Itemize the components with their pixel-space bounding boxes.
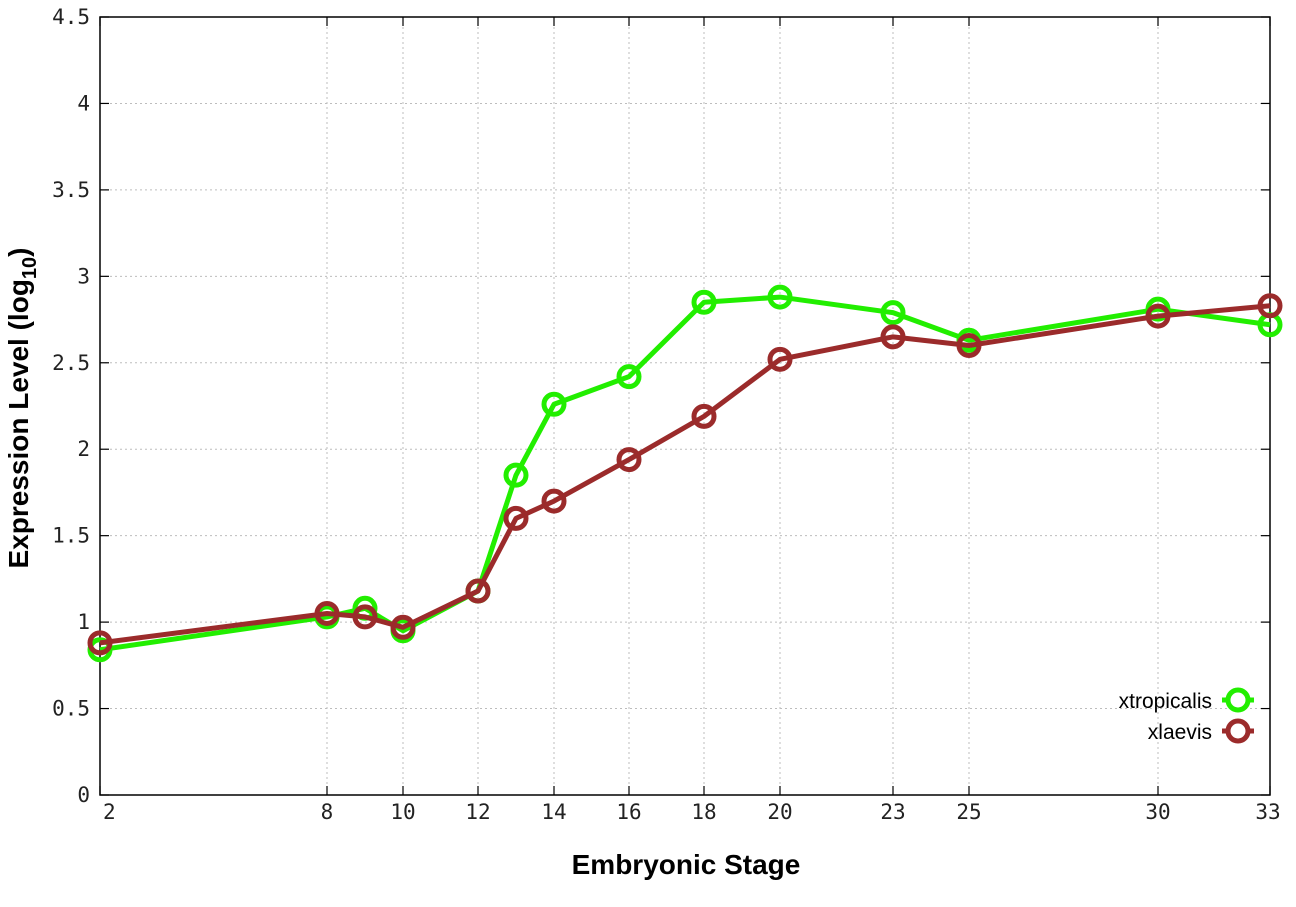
data-point-xtropicalis bbox=[541, 391, 567, 417]
y-tick-label: 4.5 bbox=[52, 5, 90, 29]
legend-marker-xtropicalis bbox=[1225, 687, 1251, 713]
data-point-xlaevis bbox=[352, 604, 378, 630]
data-point-xlaevis bbox=[314, 600, 340, 626]
y-tick-label: 1 bbox=[77, 610, 90, 634]
data-point-xtropicalis bbox=[503, 462, 529, 488]
data-point-xlaevis bbox=[465, 578, 491, 604]
data-point-xlaevis bbox=[87, 630, 113, 656]
axis-ticks: 0 0.5 1 1.5 2 2.5 3 3.5 4 4.5 2 8 10 12 14 16 18 20 23 25 30… bbox=[52, 5, 1281, 824]
data-point-xlaevis bbox=[691, 403, 717, 429]
y-tick-label: 4 bbox=[77, 91, 90, 115]
x-tick-label: 25 bbox=[956, 800, 981, 824]
data-point-xlaevis bbox=[541, 488, 567, 514]
legend-label-xlaevis: xlaevis bbox=[1148, 721, 1212, 744]
y-tick-label: 1.5 bbox=[52, 524, 90, 548]
x-tick-label: 14 bbox=[541, 800, 566, 824]
y-tick-label: 0.5 bbox=[52, 697, 90, 721]
plot-frame bbox=[99, 16, 1271, 796]
x-tick-label: 20 bbox=[767, 800, 792, 824]
grid bbox=[100, 17, 1270, 795]
series-xlaevis bbox=[87, 293, 1283, 656]
legend-label-xtropicalis: xtropicalis bbox=[1119, 690, 1212, 713]
legend-marker-xlaevis bbox=[1225, 718, 1251, 744]
y-tick-label: 3 bbox=[77, 264, 90, 288]
x-axis-title: Embryonic Stage bbox=[572, 849, 801, 880]
x-tick-label: 30 bbox=[1145, 800, 1170, 824]
x-tick-label: 2 bbox=[103, 800, 116, 824]
y-axis-title-subscript: 10 bbox=[19, 257, 41, 279]
data-point-xlaevis bbox=[880, 324, 906, 350]
x-tick-label: 33 bbox=[1255, 800, 1280, 824]
series-xtropicalis bbox=[87, 284, 1283, 663]
data-point-xlaevis bbox=[390, 614, 416, 640]
y-tick-label: 3.5 bbox=[52, 178, 90, 202]
data-point-xlaevis bbox=[616, 447, 642, 473]
data-point-xtropicalis bbox=[767, 284, 793, 310]
y-axis-title-close: ) bbox=[3, 248, 34, 257]
x-tick-label: 16 bbox=[616, 800, 641, 824]
data-point-xtropicalis bbox=[691, 289, 717, 315]
series-line-xtropicalis bbox=[99, 294, 1271, 653]
y-tick-label: 2 bbox=[77, 437, 90, 461]
data-point-xlaevis bbox=[767, 346, 793, 372]
x-tick-label: 18 bbox=[691, 800, 716, 824]
x-tick-label: 8 bbox=[321, 800, 334, 824]
x-tick-label: 10 bbox=[390, 800, 415, 824]
x-tick-label: 23 bbox=[880, 800, 905, 824]
legend: xtropicalis xlaevis bbox=[1119, 687, 1254, 744]
data-point-xlaevis bbox=[956, 332, 982, 358]
series-layer bbox=[87, 284, 1283, 663]
y-tick-label: 0 bbox=[77, 783, 90, 807]
y-axis-title: Expression Level (log10) bbox=[3, 248, 41, 569]
y-axis-title-main: Expression Level (log bbox=[3, 279, 34, 568]
data-point-xlaevis bbox=[503, 505, 529, 531]
x-tick-label: 12 bbox=[465, 800, 490, 824]
y-tick-label: 2.5 bbox=[52, 351, 90, 375]
series-line-xlaevis bbox=[99, 303, 1271, 646]
data-point-xtropicalis bbox=[616, 364, 642, 390]
data-point-xlaevis bbox=[1145, 303, 1171, 329]
data-point-xtropicalis bbox=[880, 300, 906, 326]
data-point-xlaevis bbox=[1257, 293, 1283, 319]
